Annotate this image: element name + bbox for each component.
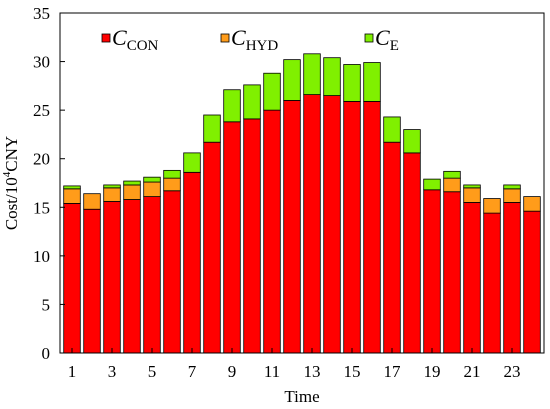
- legend-swatch-c-e: [364, 33, 374, 43]
- bar-con-1: [63, 202, 81, 354]
- bar-con-8: [203, 141, 221, 354]
- x-tick-label-23: 23: [504, 362, 521, 381]
- bar-con-9: [223, 121, 241, 354]
- bar-con-5: [143, 196, 161, 354]
- bar-hyd-2: [83, 193, 101, 210]
- bar-e-1: [63, 185, 81, 190]
- x-tick-label-7: 7: [188, 362, 197, 381]
- legend-label-c-e: CE: [375, 25, 399, 54]
- bar-e-6: [163, 169, 181, 179]
- bar-con-21: [463, 202, 481, 354]
- bar-con-20: [443, 191, 461, 354]
- bar-e-10: [243, 84, 261, 120]
- x-tick-label-13: 13: [304, 362, 321, 381]
- bar-con-24: [523, 210, 541, 354]
- x-tick-label-11: 11: [264, 362, 280, 381]
- y-tick-label-5: 5: [42, 295, 51, 314]
- legend-label-c-con: CCON: [112, 25, 159, 54]
- x-tick-label-5: 5: [148, 362, 157, 381]
- bar-hyd-1: [63, 188, 81, 204]
- y-tick-label-10: 10: [33, 247, 50, 266]
- y-axis-title-sup: 4: [1, 171, 13, 177]
- bar-e-23: [503, 184, 521, 190]
- bar-e-11: [263, 72, 281, 111]
- plot-frame: [59, 12, 545, 354]
- legend-item-c-con: CCON: [101, 25, 159, 54]
- bar-hyd-24: [523, 196, 541, 212]
- bar-e-12: [283, 59, 301, 101]
- legend-item-c-hyd: CHYD: [220, 25, 278, 54]
- legend-label-c-hyd: CHYD: [231, 25, 278, 54]
- bar-con-19: [423, 189, 441, 354]
- bar-e-18: [403, 129, 421, 154]
- y-axis-title: Cost/104CNY: [1, 136, 21, 230]
- x-tick-label-1: 1: [68, 362, 77, 381]
- bar-con-7: [183, 171, 201, 354]
- x-tick-label-15: 15: [344, 362, 361, 381]
- bar-con-16: [363, 101, 381, 354]
- bar-e-16: [363, 62, 381, 102]
- bar-con-2: [83, 208, 101, 354]
- x-axis-ticks: 1 3 5 7 9 11 13 15 17 19 21 23: [68, 348, 521, 381]
- bar-con-23: [503, 202, 521, 354]
- y-tick-label-20: 20: [33, 150, 50, 169]
- bar-con-15: [343, 101, 361, 354]
- x-tick-label-19: 19: [424, 362, 441, 381]
- bar-hyd-5: [143, 181, 161, 197]
- bar-con-22: [483, 212, 501, 354]
- bar-hyd-6: [163, 177, 181, 192]
- x-tick-label-17: 17: [384, 362, 402, 381]
- y-tick-label-25: 25: [33, 101, 50, 120]
- bar-hyd-20: [443, 177, 461, 193]
- x-tick-label-21: 21: [464, 362, 481, 381]
- bar-e-7: [183, 152, 201, 173]
- bar-e-14: [323, 57, 341, 96]
- y-axis-ticks: 0 5 10 15 20 25 30 35: [33, 4, 65, 363]
- bar-e-8: [203, 114, 221, 143]
- bar-con-4: [123, 199, 141, 354]
- bar-e-4: [123, 180, 141, 186]
- x-tick-label-3: 3: [108, 362, 117, 381]
- x-axis-title: Time: [284, 387, 319, 406]
- bar-con-11: [263, 109, 281, 354]
- y-tick-label-15: 15: [33, 198, 50, 217]
- legend-swatch-c-hyd: [220, 33, 230, 43]
- bar-con-3: [103, 201, 121, 354]
- x-tick-label-9: 9: [228, 362, 237, 381]
- bar-e-15: [343, 64, 361, 102]
- y-axis-title-suffix: CNY: [2, 136, 21, 172]
- bar-hyd-3: [103, 187, 121, 202]
- bar-hyd-23: [503, 188, 521, 203]
- bar-e-21: [463, 184, 481, 189]
- legend-item-c-e: CE: [364, 25, 399, 54]
- bar-hyd-22: [483, 198, 501, 214]
- bar-e-13: [303, 53, 321, 95]
- bar-e-5: [143, 176, 161, 183]
- bar-e-3: [103, 184, 121, 189]
- bar-con-6: [163, 190, 181, 354]
- bar-con-12: [283, 100, 301, 354]
- legend-swatch-c-con: [101, 33, 111, 43]
- bar-con-17: [383, 141, 401, 354]
- bar-e-19: [423, 178, 441, 191]
- bar-con-14: [323, 95, 341, 354]
- bar-con-18: [403, 152, 421, 354]
- bar-e-20: [443, 170, 461, 179]
- bar-hyd-21: [463, 187, 481, 203]
- y-tick-label-30: 30: [33, 53, 50, 72]
- legend: CCON CHYD CE: [101, 25, 399, 54]
- bar-con-13: [303, 94, 321, 354]
- y-axis-title-prefix: Cost/10: [2, 177, 21, 230]
- bar-e-9: [223, 89, 241, 123]
- bars-group: [63, 53, 541, 354]
- y-tick-label-0: 0: [42, 344, 51, 363]
- bar-con-10: [243, 118, 261, 354]
- y-tick-label-35: 35: [33, 4, 50, 23]
- bar-e-17: [383, 116, 401, 143]
- bar-hyd-4: [123, 184, 141, 200]
